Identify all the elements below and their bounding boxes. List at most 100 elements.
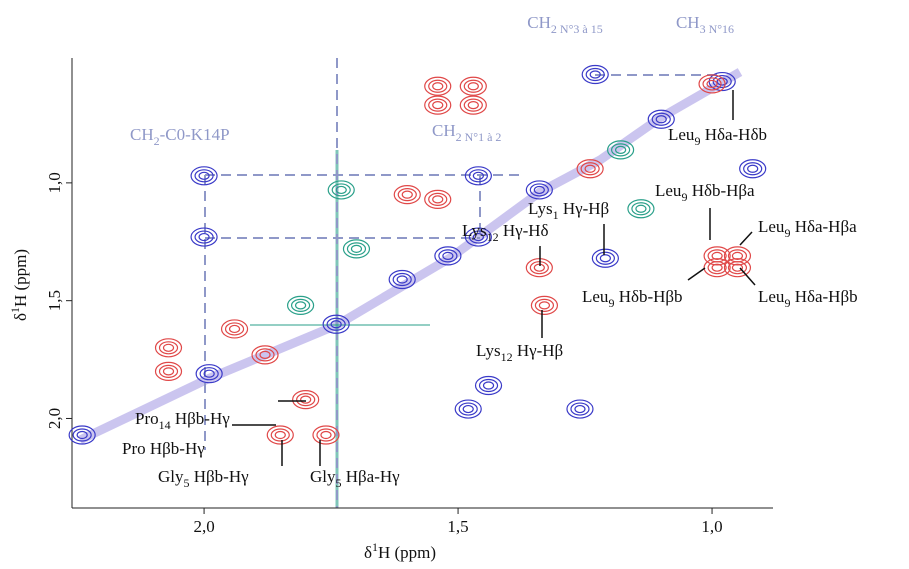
contour-ring <box>711 263 723 272</box>
peak <box>607 140 635 160</box>
annotation-part: Hδa-Hβb <box>790 287 857 306</box>
contour-ring <box>266 425 294 445</box>
contour-ring <box>707 261 727 275</box>
contour-ring <box>401 190 413 199</box>
contour-ring <box>322 314 350 334</box>
peak <box>576 159 604 179</box>
annotation-part: Hδb-Hβb <box>614 287 682 306</box>
contour-ring <box>708 71 736 92</box>
contour-ring <box>290 298 311 312</box>
contour-ring <box>286 295 315 315</box>
x-axis-label-part: δ <box>364 543 372 562</box>
peak <box>474 375 503 396</box>
annotation-sub: 2 <box>154 134 160 148</box>
peak <box>530 295 559 315</box>
annotation-part: CH <box>130 125 154 144</box>
contour-ring <box>393 185 421 205</box>
peak <box>195 364 223 384</box>
contour-ring <box>442 251 454 261</box>
contour-ring <box>468 230 488 244</box>
contour-ring <box>438 249 458 263</box>
contour-ring <box>712 74 732 89</box>
contour-ring <box>635 204 647 213</box>
annotation-part: Hδa-Hβa <box>790 217 857 236</box>
y-axis-label: δ1H (ppm) <box>8 249 30 321</box>
peak <box>464 166 492 186</box>
peak <box>424 76 452 96</box>
contour-ring <box>396 275 408 284</box>
contour-ring <box>198 171 210 180</box>
x-tick-label: 2,0 <box>193 517 214 536</box>
annotation-part: Hβb-Hγ <box>190 467 250 486</box>
contour-ring <box>76 430 88 440</box>
annotation: Leu9 Hδa-Hδb <box>668 125 767 148</box>
annotation-sub: 9 <box>784 296 790 310</box>
contour-ring <box>595 251 615 265</box>
contour-ring <box>580 162 600 176</box>
annotation-part: CH <box>432 121 456 140</box>
contour-ring <box>607 140 635 160</box>
x-tick-label: 1,0 <box>701 517 722 536</box>
annotation-sub: 3 N°16 <box>700 22 734 36</box>
contour-ring <box>462 404 474 414</box>
contour-ring <box>255 348 275 362</box>
peak <box>459 76 487 96</box>
contour-ring <box>739 159 767 179</box>
annotation-part: Lys <box>528 199 553 218</box>
contour-ring <box>162 343 175 352</box>
contour-ring <box>392 272 412 287</box>
contour-ring <box>472 171 484 180</box>
contour-ring <box>432 195 444 204</box>
contour-ring <box>703 246 731 266</box>
x-axis-label: δ1H (ppm) <box>364 540 436 562</box>
contour-ring <box>428 79 448 93</box>
contour-ring <box>292 390 320 410</box>
peak <box>154 361 183 381</box>
peak <box>464 227 492 247</box>
x-tick-label: 1,5 <box>447 517 468 536</box>
annotation: Leu9 Hδb-Hβb <box>582 287 683 310</box>
peak <box>591 248 619 268</box>
contour-ring <box>198 232 210 242</box>
contour-ring <box>459 95 487 115</box>
contour-ring <box>702 77 722 91</box>
contour-ring <box>270 428 290 442</box>
annotation-sub: 2 N°1 à 2 <box>456 130 502 144</box>
contour-ring <box>482 381 495 390</box>
contour-ring <box>651 112 671 126</box>
contour-ring <box>534 298 555 312</box>
peak <box>393 185 421 205</box>
peak <box>566 399 594 419</box>
annotation: CH2 N°3 à 15 <box>527 13 602 36</box>
contour-ring <box>731 251 744 261</box>
contour-ring <box>190 166 218 186</box>
contour-ring <box>424 189 452 209</box>
annotation: Lys12 Hγ-Hδ <box>462 221 549 244</box>
annotation-pointer <box>687 267 706 281</box>
annotation-part: CH <box>527 13 551 32</box>
annotation: Leu9 Hδa-Hβa <box>758 217 857 240</box>
annotation-part: Gly <box>310 467 336 486</box>
contour-ring <box>220 319 249 339</box>
annotation-part: Hβb-Hγ <box>171 409 231 428</box>
contour-ring <box>731 263 744 272</box>
contour-ring <box>478 378 499 393</box>
annotation-sub: 9 <box>784 226 790 240</box>
annotation: Leu9 Hδb-Hβa <box>655 181 755 204</box>
annotation: Pro14 Hβb-Hγ <box>135 409 230 432</box>
contour-ring <box>68 425 96 445</box>
annotation-part: Leu <box>758 287 785 306</box>
peak <box>739 159 767 179</box>
contour-ring <box>424 76 452 96</box>
contour-ring <box>388 269 416 290</box>
contour-ring <box>655 115 667 124</box>
annotation-part: Hδb-Hβa <box>687 181 755 200</box>
diagonal-ridge <box>78 68 743 445</box>
contour-ring <box>599 254 611 263</box>
contour-ring <box>747 164 759 173</box>
x-axis-label-part: H (ppm) <box>378 543 436 562</box>
contour-ring <box>706 79 718 89</box>
y-tick-label: 1,0 <box>45 172 64 193</box>
contour-ring <box>463 98 483 112</box>
contour-ring <box>711 251 723 261</box>
